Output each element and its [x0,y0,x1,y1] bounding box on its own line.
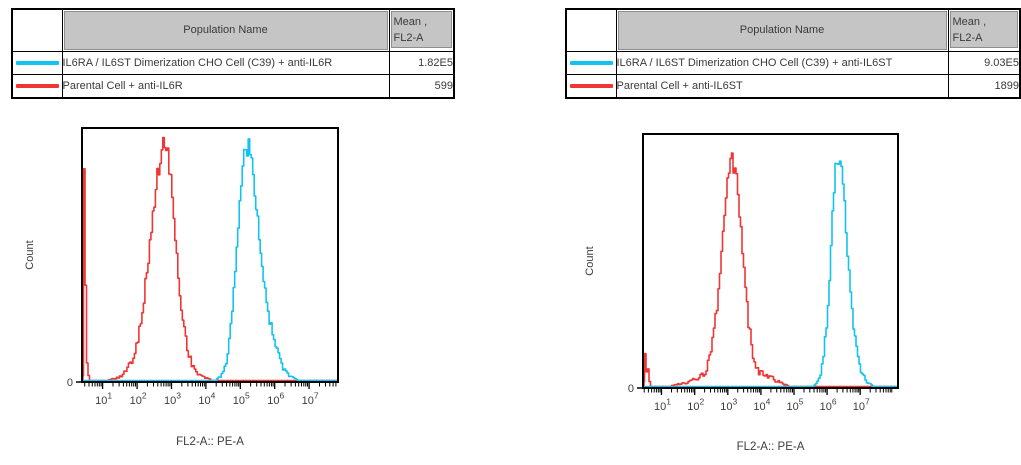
x-tick-label: 104 [198,391,215,408]
population-name-header: Population Name [63,11,388,50]
table-row: Parental Cell + anti-IL6ST 1899 [565,74,1021,98]
population-name: Parental Cell + anti-IL6ST [615,74,949,98]
population-table-right: Population Name Mean , FL2-A IL6RA / [565,8,1021,99]
curve-red [83,136,337,381]
mean-value: 9.03E5 [947,51,1021,75]
table-row: Parental Cell + anti-IL6R 599 [11,74,455,98]
table-header-row: Population Name Mean , FL2-A [565,8,1021,52]
x-axis-ticks [643,389,893,395]
x-axis-ticks [84,383,337,389]
x-tick-label: 102 [130,391,147,408]
mean-header-line2: FL2-A [952,32,983,44]
plot-frame [81,127,339,383]
x-tick-label: 105 [787,397,804,414]
population-name: IL6RA / IL6ST Dimerization CHO Cell (C39… [61,51,390,75]
x-axis-label: FL2-A:: PE-A [736,441,805,453]
x-tick-label: 107 [853,397,870,414]
swatch-header-cell [565,8,617,52]
curve-cyan [644,160,897,387]
mean-value: 599 [388,74,455,98]
table-row: IL6RA / IL6ST Dimerization CHO Cell (C39… [11,51,455,75]
x-tick-label: 107 [302,391,319,408]
mean-header-line2: FL2-A [393,32,424,44]
mean-header-line1: Mean , [393,16,428,28]
x-tick-label: 101 [95,391,112,408]
curve-red [644,152,897,387]
table-row: IL6RA / IL6ST Dimerization CHO Cell (C39… [565,51,1021,75]
population-name: Parental Cell + anti-IL6R [61,74,390,98]
x-tick-label: 102 [687,397,704,414]
y-tick-label: 0 [67,377,73,389]
series-color-swatch [16,61,59,65]
y-axis-label: Count [24,240,36,270]
series-color-swatch [16,83,59,88]
population-name: IL6RA / IL6ST Dimerization CHO Cell (C39… [615,51,949,75]
x-tick-label: 106 [820,397,837,414]
histogram-plot-left: 101 102 103 104 105 106 107 0 [67,127,339,408]
y-axis-label: Count [584,246,596,276]
mean-header: Mean , FL2-A [390,11,452,48]
x-tick-label: 105 [233,391,250,408]
histogram-plot-right: 101 102 103 104 105 106 107 0 [628,133,899,414]
mean-value: 1899 [947,74,1021,98]
x-tick-label: 103 [164,391,181,408]
series-color-swatch [570,83,613,88]
population-name-header: Population Name [617,11,947,50]
x-tick-label: 106 [267,391,284,408]
x-tick-label: 103 [720,397,737,414]
plot-frame [642,133,899,389]
population-table-left: Population Name Mean , FL2-A IL6RA / [11,8,455,99]
x-tick-label: 101 [654,397,671,414]
mean-header: Mean , FL2-A [949,11,1018,48]
x-axis-label: FL2-A:: PE-A [176,436,244,448]
curve-cyan [83,138,337,381]
mean-header-line1: Mean , [952,16,987,28]
mean-value: 1.82E5 [388,51,455,75]
y-tick-label: 0 [628,383,634,395]
series-color-swatch [570,61,613,65]
table-header-row: Population Name Mean , FL2-A [11,8,455,52]
x-tick-label: 104 [753,397,770,414]
swatch-header-cell [11,8,63,52]
